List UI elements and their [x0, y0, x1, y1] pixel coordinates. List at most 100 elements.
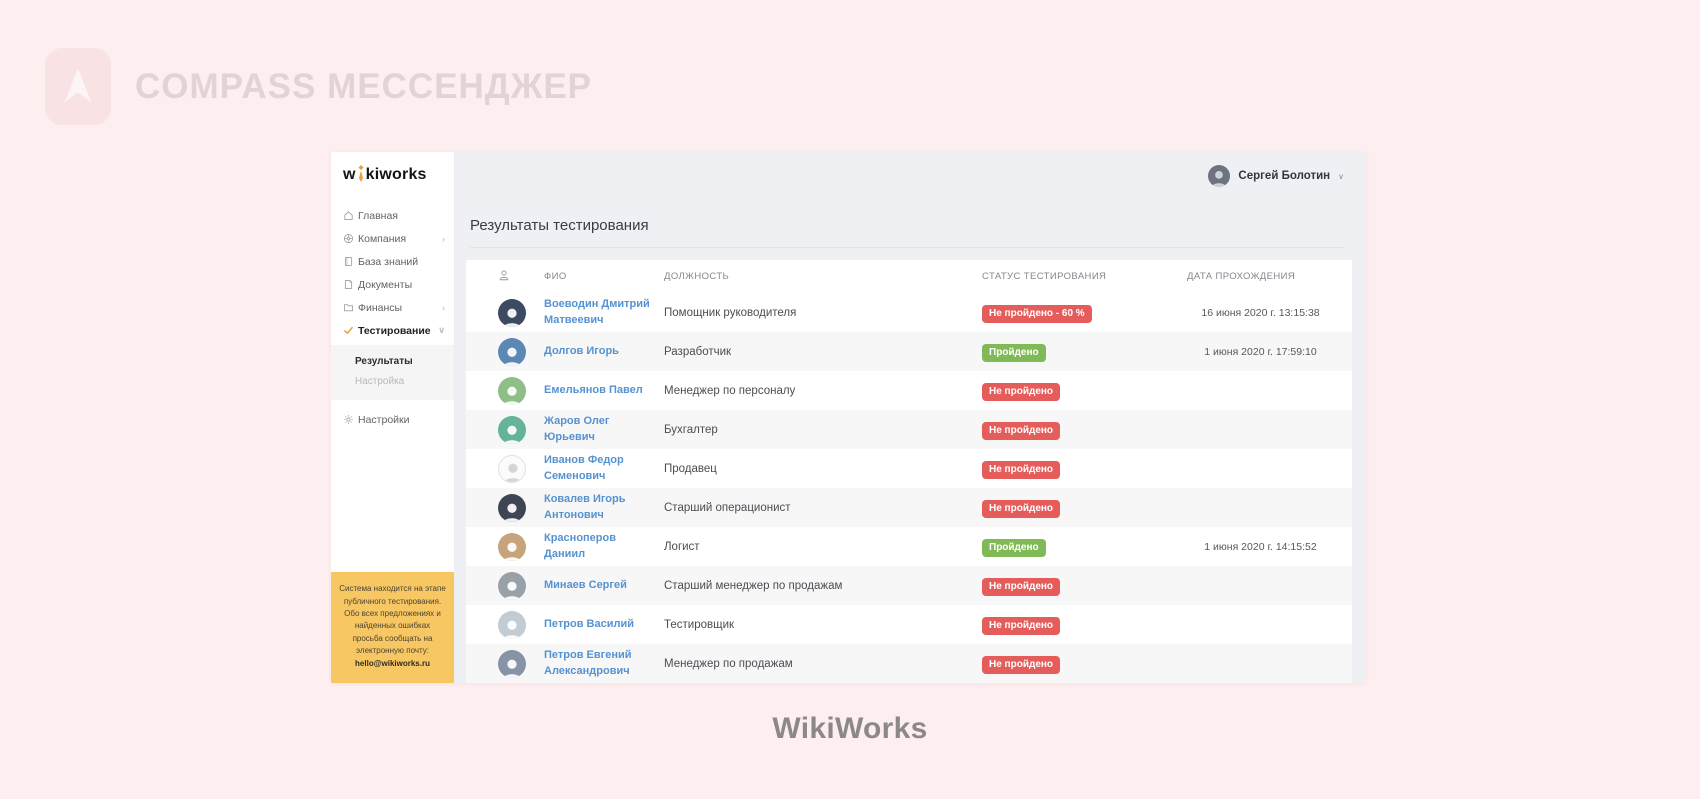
- submenu-item[interactable]: Результаты: [331, 352, 454, 372]
- employee-position: Помощник руководителя: [664, 306, 797, 319]
- avatar: [498, 454, 526, 483]
- home-icon: [343, 210, 358, 222]
- tie-icon: [357, 165, 365, 184]
- sidebar-item[interactable]: Документы: [331, 273, 454, 296]
- sidebar-item-label: Документы: [358, 278, 413, 291]
- col-header-fio: ФИО: [544, 271, 567, 282]
- docs-icon: [343, 279, 358, 291]
- employee-position: Старший операционист: [664, 501, 791, 514]
- chevron-icon: ›: [442, 302, 445, 313]
- beta-notice-text: Система находится на этапе публичного те…: [339, 584, 446, 656]
- employee-position: Бухгалтер: [664, 423, 718, 436]
- employee-position: Разработчик: [664, 345, 732, 358]
- chevron-down-icon[interactable]: ∨: [1338, 171, 1344, 181]
- status-badge: Не пройдено - 60 %: [982, 304, 1092, 323]
- table-header-row: ФИО ДОЛЖНОСТЬ СТАТУС ТЕСТИРОВАНИЯ ДАТА П…: [466, 260, 1352, 293]
- person-icon: [498, 269, 544, 284]
- employee-position: Логист: [664, 540, 700, 553]
- employee-position: Тестировщик: [664, 618, 735, 631]
- employee-name-link[interactable]: Минаев Сергей: [544, 578, 627, 591]
- sidebar-item-label: Тестирование: [358, 324, 431, 337]
- test-date: 1 июня 2020 г. 14:15:52: [1204, 540, 1317, 553]
- status-badge: Не пройдено: [982, 421, 1061, 440]
- sidebar-item-settings[interactable]: Настройки: [331, 408, 454, 431]
- employee-name-link[interactable]: Петров Евгений Александрович: [544, 648, 632, 677]
- employee-name-link[interactable]: Долгов Игорь: [544, 344, 619, 357]
- sidebar-item-label: Финансы: [358, 301, 403, 314]
- employee-position: Менеджер по персоналу: [664, 384, 796, 397]
- table-body: Воеводин Дмитрий Матвеевич Помощник руко…: [466, 293, 1352, 683]
- sidebar-item[interactable]: Главная: [331, 204, 454, 227]
- avatar: [498, 493, 526, 522]
- status-badge: Не пройдено: [982, 577, 1061, 596]
- avatar: [498, 415, 526, 444]
- status-badge: Не пройдено: [982, 616, 1061, 635]
- table-row: Воеводин Дмитрий Матвеевич Помощник руко…: [466, 293, 1352, 332]
- employee-name-link[interactable]: Емельянов Павел: [544, 383, 643, 396]
- book-icon: [343, 256, 358, 268]
- sidebar-item[interactable]: Компания ›: [331, 227, 454, 250]
- results-table-card: ФИО ДОЛЖНОСТЬ СТАТУС ТЕСТИРОВАНИЯ ДАТА П…: [466, 260, 1352, 683]
- employee-name-link[interactable]: Ковалев Игорь Антонович: [544, 492, 626, 521]
- avatar: [498, 649, 526, 678]
- col-header-date: ДАТА ПРОХОЖДЕНИЯ: [1187, 271, 1296, 282]
- brand-header: COMPASS МЕССЕНДЖЕР: [45, 48, 592, 125]
- test-date: 16 июня 2020 г. 13:15:38: [1201, 306, 1320, 319]
- notice-email-link[interactable]: hello@wikiworks.ru: [355, 658, 430, 668]
- employee-position: Продавец: [664, 462, 717, 475]
- avatar: [498, 376, 526, 405]
- submenu-item-label: Результаты: [355, 356, 413, 367]
- test-icon: [343, 325, 358, 337]
- user-avatar[interactable]: [1208, 165, 1231, 187]
- submenu-item-label: Настройка: [355, 376, 405, 387]
- avatar: [498, 532, 526, 561]
- user-name[interactable]: Сергей Болотин: [1238, 170, 1331, 182]
- table-row: Емельянов Павел Менеджер по персоналу Не…: [466, 371, 1352, 410]
- sidebar-settings-wrap: Настройки: [331, 408, 454, 431]
- employee-name-link[interactable]: Петров Василий: [544, 617, 634, 630]
- status-badge: Не пройдено: [982, 382, 1061, 401]
- logo-text-suffix: kiworks: [365, 166, 427, 183]
- sidebar-item-label: Главная: [358, 209, 398, 222]
- status-badge: Не пройдено: [982, 460, 1061, 479]
- table-row: Иванов Федор Семенович Продавец Не пройд…: [466, 449, 1352, 488]
- slide-caption: WikiWorks: [772, 712, 928, 745]
- avatar: [498, 337, 526, 366]
- table-row: Красноперов Даниил Логист Пройдено 1 июн…: [466, 527, 1352, 566]
- table-row: Ковалев Игорь Антонович Старший операцио…: [466, 488, 1352, 527]
- chevron-icon: ›: [442, 233, 445, 244]
- employee-name-link[interactable]: Жаров Олег Юрьевич: [544, 414, 610, 443]
- employee-name-link[interactable]: Красноперов Даниил: [544, 531, 616, 560]
- status-badge: Не пройдено: [982, 499, 1061, 518]
- sidebar-item-label: Настройки: [358, 413, 410, 426]
- status-badge: Пройдено: [982, 538, 1046, 557]
- sidebar-item[interactable]: Финансы ›: [331, 296, 454, 319]
- employee-position: Менеджер по продажам: [664, 657, 793, 670]
- col-header-position: ДОЛЖНОСТЬ: [664, 271, 730, 282]
- brand-name: COMPASS МЕССЕНДЖЕР: [135, 66, 593, 106]
- gear-icon: [343, 414, 358, 426]
- user-menu[interactable]: Сергей Болотин ∨: [455, 152, 1366, 187]
- table-row: Минаев Сергей Старший менеджер по продаж…: [466, 566, 1352, 605]
- submenu-item[interactable]: Настройка: [331, 372, 454, 392]
- logo-text-prefix: w: [343, 166, 356, 183]
- beta-notice: Система находится на этапе публичного те…: [331, 572, 454, 683]
- page-title: Результаты тестирования: [470, 217, 649, 234]
- sidebar-item[interactable]: Тестирование ∨: [331, 319, 454, 342]
- sidebar-item[interactable]: База знаний: [331, 250, 454, 273]
- main-area: Сергей Болотин ∨ Результаты тестирования…: [455, 152, 1366, 683]
- sidebar: w kiworks Главная Компания: [331, 152, 455, 683]
- table-row: Долгов Игорь Разработчик Пройдено 1 июня…: [466, 332, 1352, 371]
- avatar: [498, 571, 526, 600]
- testing-submenu: Результаты Настройка: [331, 345, 454, 400]
- table-row: Петров Василий Тестировщик Не пройдено: [466, 605, 1352, 644]
- folder-icon: [343, 302, 358, 314]
- compass-logo-icon: [45, 48, 111, 125]
- avatar: [498, 610, 526, 639]
- app-window: w kiworks Главная Компания: [331, 152, 1366, 683]
- test-date: 1 июня 2020 г. 17:59:10: [1204, 345, 1317, 358]
- wikiworks-logo: w kiworks: [331, 152, 454, 194]
- status-badge: Пройдено: [982, 343, 1046, 362]
- employee-name-link[interactable]: Иванов Федор Семенович: [544, 453, 624, 482]
- employee-name-link[interactable]: Воеводин Дмитрий Матвеевич: [544, 297, 650, 326]
